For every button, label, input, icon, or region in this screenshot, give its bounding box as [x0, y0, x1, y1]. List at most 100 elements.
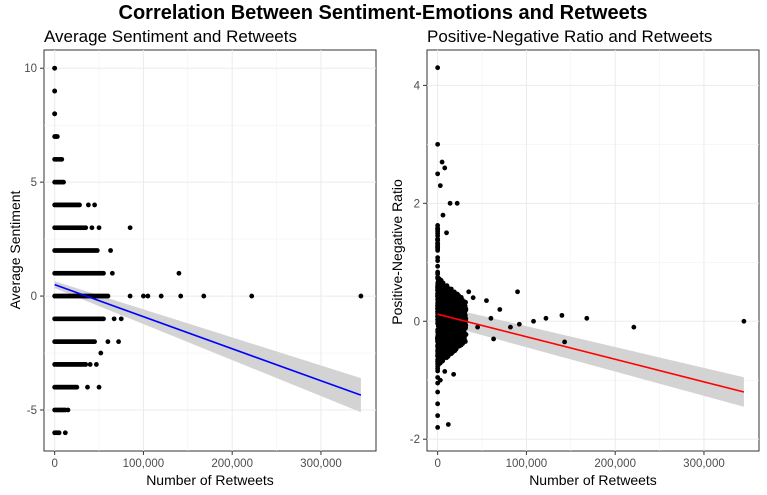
data-point: [52, 88, 58, 94]
data-point: [450, 300, 456, 306]
data-point: [77, 202, 82, 208]
data-point: [435, 225, 441, 231]
y-tick-label: 0: [414, 316, 420, 328]
data-point: [145, 293, 151, 299]
data-point: [435, 255, 441, 261]
data-point: [52, 65, 58, 71]
data-point: [435, 305, 441, 311]
confidence-band: [54, 281, 361, 413]
y-tick-label: 10: [24, 63, 37, 75]
data-point: [491, 336, 496, 342]
data-point: [460, 298, 466, 304]
data-point: [96, 384, 102, 390]
data-point: [451, 371, 457, 377]
panel1-title: Average Sentiment and Retweets: [44, 27, 297, 46]
data-point: [452, 328, 458, 333]
data-point: [455, 328, 461, 334]
data-point: [741, 318, 747, 324]
chart-panel-sentiment: Average Sentiment and Retweets 0 100,000 2…: [7, 27, 377, 488]
data-point: [584, 315, 590, 321]
data-point: [116, 339, 121, 345]
panel2-y-ticks: -2 0 2 4: [410, 80, 427, 446]
data-point: [435, 327, 441, 333]
data-point: [435, 309, 441, 314]
y-tick-label: 2: [414, 198, 420, 210]
data-point: [96, 225, 102, 231]
confidence-band: [437, 305, 744, 407]
panel2-title: Positive-Negative Ratio and Retweets: [427, 27, 712, 46]
data-point: [435, 283, 441, 289]
data-point: [488, 315, 494, 321]
data-point: [442, 165, 448, 171]
data-point: [127, 293, 133, 299]
data-point: [435, 359, 441, 365]
panel1-confidence-band: [54, 281, 361, 413]
data-point: [435, 413, 441, 419]
data-point: [111, 316, 117, 322]
x-tick-label: 200,000: [594, 458, 636, 470]
data-point: [456, 310, 461, 316]
data-point: [435, 337, 441, 343]
panel2-y-axis-label: Positive-Negative Ratio: [389, 179, 405, 325]
data-point: [452, 346, 458, 352]
panel1-y-axis-label: Average Sentiment: [7, 190, 23, 309]
data-point: [435, 274, 441, 280]
data-point: [85, 202, 91, 208]
panel1-y-ticks: -5 0 5 10: [24, 63, 44, 417]
panel2-x-axis-label: Number of Retweets: [529, 472, 657, 488]
data-point: [441, 284, 447, 290]
data-point: [451, 332, 457, 337]
data-point: [463, 332, 469, 337]
data-point: [443, 333, 449, 339]
data-point: [466, 289, 472, 295]
data-point: [435, 366, 441, 372]
data-point: [484, 298, 489, 304]
panel2-points: [435, 65, 747, 430]
data-point: [105, 339, 111, 345]
data-point: [439, 300, 444, 306]
data-point: [497, 307, 503, 312]
data-point: [543, 315, 549, 321]
data-point: [435, 319, 441, 325]
data-point: [52, 111, 58, 117]
data-point: [435, 344, 441, 350]
x-tick-label: 100,000: [506, 458, 548, 470]
data-point: [435, 348, 441, 354]
data-point: [54, 134, 60, 139]
data-point: [631, 324, 637, 330]
data-point: [92, 339, 97, 345]
x-tick-label: 100,000: [123, 458, 165, 470]
data-point: [101, 270, 106, 276]
data-point: [249, 293, 255, 299]
x-tick-label: 0: [434, 458, 440, 470]
data-point: [83, 225, 89, 231]
data-point: [87, 362, 93, 367]
panel2-x-ticks: 0 100,000 200,000 300,000: [434, 451, 725, 470]
data-point: [452, 320, 457, 326]
x-tick-label: 300,000: [683, 458, 725, 470]
data-point: [452, 292, 458, 298]
x-tick-label: 300,000: [300, 458, 342, 470]
data-point: [65, 407, 71, 413]
data-point: [435, 141, 441, 147]
data-point: [508, 324, 513, 330]
data-point: [440, 349, 446, 355]
data-point: [437, 183, 443, 189]
data-point: [475, 324, 480, 330]
data-point: [435, 401, 441, 407]
y-tick-label: 5: [31, 177, 37, 189]
data-point: [440, 354, 446, 360]
data-point: [460, 328, 466, 333]
data-point: [56, 430, 62, 436]
data-point: [444, 230, 449, 236]
data-point: [435, 236, 441, 242]
data-point: [93, 362, 99, 367]
data-point: [461, 335, 467, 341]
data-point: [435, 296, 441, 302]
data-point: [440, 212, 446, 218]
panel1-trend-line: [54, 283, 362, 396]
data-point: [105, 293, 111, 299]
data-point: [141, 293, 146, 299]
data-point: [435, 233, 441, 239]
data-point: [108, 248, 113, 253]
